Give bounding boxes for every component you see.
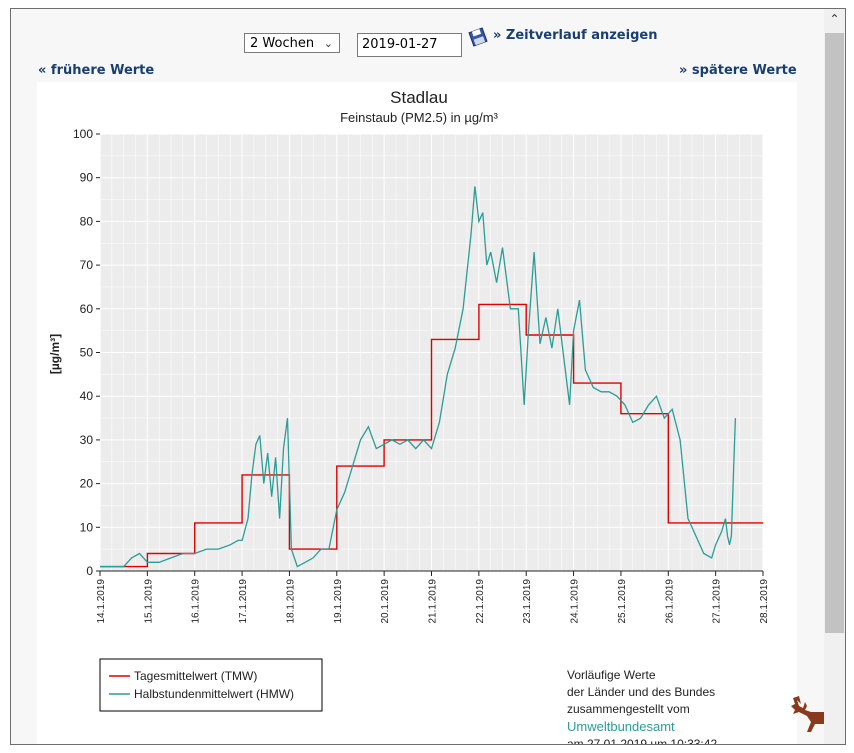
chart-subtitle: Feinstaub (PM2.5) in µg/m³	[340, 110, 498, 125]
x-tick-label: 19.1.2019	[333, 579, 344, 624]
x-tick-label: 27.1.2019	[712, 579, 723, 624]
legend: Tagesmittelwert (TMW) Halbstundenmittelw…	[99, 658, 323, 712]
series-line-tmw	[100, 303, 763, 568]
x-tick-label: 26.1.2019	[664, 579, 675, 624]
x-tick-label: 16.1.2019	[191, 579, 202, 624]
info-line-1: Vorläufige Werte	[567, 668, 656, 682]
earlier-values-link[interactable]: « frühere Werte	[38, 63, 155, 78]
y-tick-label: 40	[80, 389, 94, 403]
browser-frame: 2 Wochen ⌄ 2019-01-27 » Zeitverlauf anze…	[10, 8, 846, 745]
y-tick-label: 50	[80, 346, 94, 360]
chevron-up-icon[interactable]: ⌃	[829, 12, 840, 26]
info-line-3: zusammengestellt vom	[567, 702, 690, 716]
x-tick-label: 20.1.2019	[380, 579, 391, 624]
x-tick-label: 25.1.2019	[617, 579, 628, 624]
x-tick-label: 21.1.2019	[428, 579, 439, 624]
y-tick-label: 80	[80, 214, 94, 228]
x-tick-label: 24.1.2019	[570, 579, 581, 624]
diskette-icon[interactable]	[468, 27, 488, 47]
chart-image: Stadlau Feinstaub (PM2.5) in µg/m³ [µg/m…	[37, 82, 797, 745]
page-content: 2 Wochen ⌄ 2019-01-27 » Zeitverlauf anze…	[11, 9, 835, 745]
info-line-2: der Länder und des Bundes	[567, 685, 715, 699]
chart-title: Stadlau	[390, 88, 448, 107]
period-select-value: 2 Wochen	[250, 36, 315, 51]
x-tick-label: 23.1.2019	[522, 579, 533, 624]
date-input[interactable]: 2019-01-27	[357, 33, 462, 57]
x-tick-label: 22.1.2019	[475, 579, 486, 624]
y-tick-label: 60	[80, 302, 94, 316]
chevron-down-icon: ⌄	[323, 37, 333, 50]
y-axis-label: [µg/m³]	[48, 334, 62, 374]
y-tick-label: 100	[73, 127, 93, 141]
y-tick-label: 0	[86, 564, 93, 578]
y-tick-label: 10	[80, 520, 94, 534]
x-tick-label: 14.1.2019	[96, 579, 107, 624]
later-values-link[interactable]: » spätere Werte	[679, 63, 797, 78]
series-line-hmw	[100, 186, 737, 568]
info-timestamp: am 27.01.2019 um 10:33:42	[567, 737, 717, 745]
period-select[interactable]: 2 Wochen ⌄	[244, 33, 340, 53]
show-timeline-link[interactable]: » Zeitverlauf anzeigen	[493, 28, 658, 43]
legend-label-tmw: Tagesmittelwert (TMW)	[134, 669, 257, 683]
chart-svg: Stadlau Feinstaub (PM2.5) in µg/m³ [µg/m…	[48, 88, 770, 745]
x-tick-label: 28.1.2019	[759, 579, 770, 624]
x-tick-label: 18.1.2019	[285, 579, 296, 624]
scrollbar-thumb[interactable]	[825, 33, 844, 633]
y-tick-label: 70	[80, 258, 94, 272]
vertical-scrollbar[interactable]: ⌃	[824, 9, 845, 744]
y-tick-label: 30	[80, 433, 94, 447]
y-tick-label: 90	[80, 171, 94, 185]
x-tick-label: 15.1.2019	[143, 579, 154, 624]
x-tick-label: 17.1.2019	[238, 579, 249, 624]
info-block: Vorläufige Werte der Länder und des Bund…	[567, 668, 717, 745]
y-tick-label: 20	[80, 477, 94, 491]
legend-label-hmw: Halbstundenmittelwert (HMW)	[134, 687, 294, 701]
agency-link[interactable]: Umweltbundesamt	[567, 719, 675, 734]
